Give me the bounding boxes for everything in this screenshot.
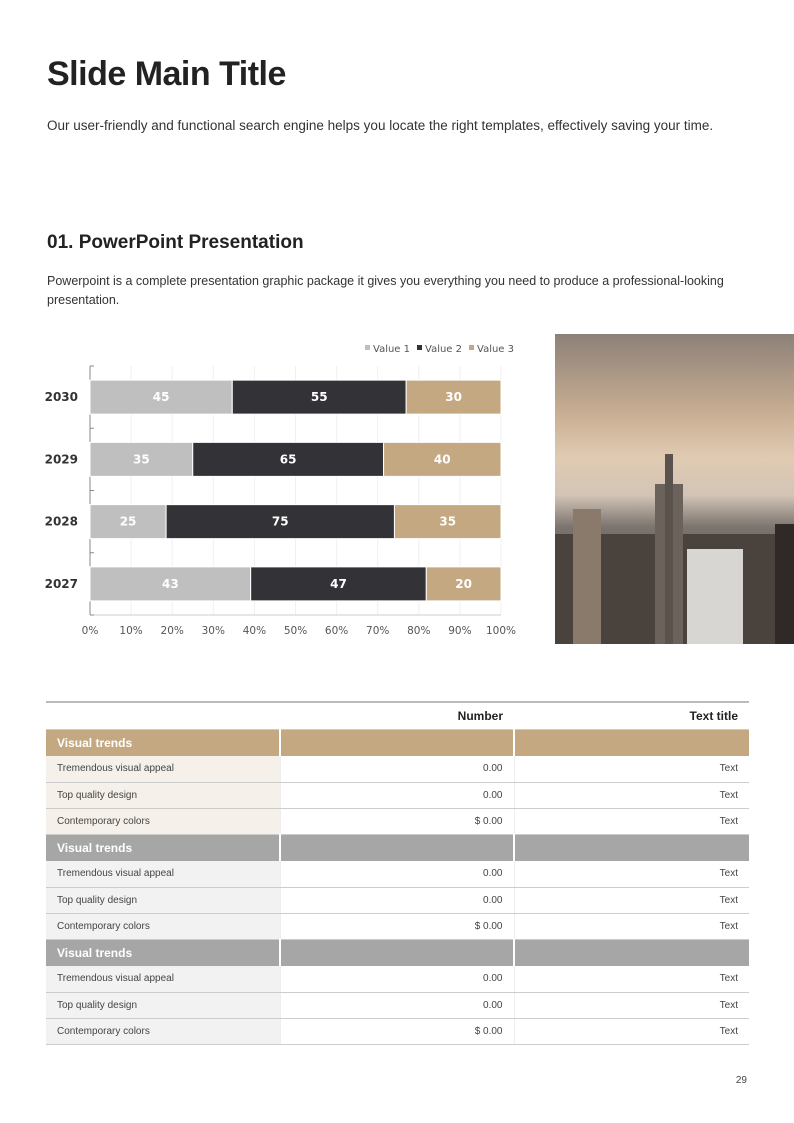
legend-swatch bbox=[469, 345, 474, 350]
table-cell: Top quality design bbox=[46, 992, 280, 1019]
table-cell: 0.00 bbox=[279, 861, 514, 888]
data-label: 30 bbox=[445, 390, 462, 404]
data-label: 35 bbox=[439, 515, 456, 529]
bar-segment-3 bbox=[405, 379, 502, 415]
legend-swatch bbox=[365, 345, 370, 350]
table-cell: $ 0.00 bbox=[279, 1018, 514, 1045]
data-label: 25 bbox=[120, 515, 137, 529]
table-row: Tremendous visual appeal 0.00 Text bbox=[46, 861, 749, 888]
table-cell: $ 0.00 bbox=[279, 913, 514, 940]
x-tick-label: 60% bbox=[325, 625, 348, 637]
page-subtitle: Our user-friendly and functional search … bbox=[47, 118, 714, 133]
table-cell: Text bbox=[513, 887, 749, 914]
bar-segment-2 bbox=[165, 504, 395, 540]
table-cell: 0.00 bbox=[279, 887, 514, 914]
table-cell: 0.00 bbox=[279, 992, 514, 1019]
y-tick-label: 2029 bbox=[45, 452, 78, 466]
data-label: 55 bbox=[311, 390, 328, 404]
header-blank bbox=[46, 701, 280, 730]
stacked-bar-chart: 2030 45 55 30 2029 35 65 40 2028 25 75 35 2027 43 47 20… bbox=[45, 344, 516, 637]
table-row: Tremendous visual appeal 0.00 Text bbox=[46, 756, 749, 783]
table-cell: Contemporary colors bbox=[46, 913, 280, 940]
table-cell: Contemporary colors bbox=[46, 808, 280, 835]
group-label: Visual trends bbox=[46, 939, 280, 966]
table-cell: Text bbox=[513, 966, 749, 993]
table-cell: Tremendous visual appeal bbox=[46, 966, 280, 993]
table-row: Contemporary colors $ 0.00 Text bbox=[46, 1018, 749, 1045]
x-tick-label: 50% bbox=[284, 625, 307, 637]
data-label: 45 bbox=[153, 390, 170, 404]
table-cell: 0.00 bbox=[279, 756, 514, 783]
table-cell: Tremendous visual appeal bbox=[46, 756, 280, 783]
table-cell: Top quality design bbox=[46, 782, 280, 809]
x-tick-label: 30% bbox=[202, 625, 225, 637]
header-number: Number bbox=[280, 701, 514, 730]
data-label: 47 bbox=[330, 577, 347, 591]
table-cell: Text bbox=[513, 913, 749, 940]
table-row: Top quality design 0.00 Text bbox=[46, 992, 749, 1019]
table-cell: Top quality design bbox=[46, 887, 280, 914]
y-tick-label: 2027 bbox=[45, 577, 78, 591]
data-label: 75 bbox=[272, 515, 289, 529]
group-label: Visual trends bbox=[46, 834, 280, 861]
table-cell: 0.00 bbox=[279, 782, 514, 809]
city-skyline-photo bbox=[555, 334, 794, 644]
bar-segment-1 bbox=[89, 566, 252, 602]
data-label: 20 bbox=[455, 577, 472, 591]
x-tick-label: 100% bbox=[486, 625, 516, 637]
page-title: Slide Main Title bbox=[47, 55, 286, 93]
header-text-title: Text title bbox=[514, 701, 749, 730]
data-table: Number Text title Visual trends Tremendou… bbox=[46, 701, 749, 1045]
page-number: 29 bbox=[735, 1075, 747, 1086]
y-tick-label: 2030 bbox=[45, 390, 78, 404]
x-tick-label: 70% bbox=[366, 625, 389, 637]
table-cell: Text bbox=[513, 782, 749, 809]
table-row: Top quality design 0.00 Text bbox=[46, 782, 749, 809]
x-tick-label: 40% bbox=[243, 625, 266, 637]
legend-label: Value 1 bbox=[373, 344, 410, 355]
table-cell: 0.00 bbox=[279, 966, 514, 993]
x-tick-label: 80% bbox=[407, 625, 430, 637]
bar-segment-2 bbox=[231, 379, 407, 415]
bar-segment-3 bbox=[393, 504, 502, 540]
group-header-row: Visual trends bbox=[46, 729, 749, 756]
table-row: Top quality design 0.00 Text bbox=[46, 887, 749, 914]
group-label: Visual trends bbox=[46, 729, 280, 756]
group-header-row: Visual trends bbox=[46, 834, 749, 861]
y-tick-label: 2028 bbox=[45, 515, 78, 529]
x-tick-label: 10% bbox=[119, 625, 142, 637]
section-title: 01. PowerPoint Presentation bbox=[47, 232, 304, 253]
data-label: 35 bbox=[133, 452, 150, 466]
x-tick-label: 90% bbox=[448, 625, 471, 637]
table-cell: Text bbox=[513, 992, 749, 1019]
bar-segment-1 bbox=[89, 441, 194, 477]
legend-swatch bbox=[417, 345, 422, 350]
section-text: Powerpoint is a complete presentation gr… bbox=[47, 274, 724, 307]
table-cell: Text bbox=[513, 808, 749, 835]
table-row: Contemporary colors $ 0.00 Text bbox=[46, 913, 749, 940]
legend-label: Value 2 bbox=[425, 344, 462, 355]
legend-label: Value 3 bbox=[477, 344, 514, 355]
group-header-row: Visual trends bbox=[46, 939, 749, 966]
bar-segment-3 bbox=[425, 566, 502, 602]
data-label: 65 bbox=[280, 452, 297, 466]
data-label: 40 bbox=[434, 452, 451, 466]
bar-segment-3 bbox=[383, 441, 502, 477]
x-tick-label: 0% bbox=[82, 625, 99, 637]
table-cell: $ 0.00 bbox=[279, 808, 514, 835]
table-row: Contemporary colors $ 0.00 Text bbox=[46, 808, 749, 835]
table-cell: Contemporary colors bbox=[46, 1018, 280, 1045]
table-cell: Text bbox=[513, 756, 749, 783]
table-cell: Text bbox=[513, 861, 749, 888]
table-cell: Tremendous visual appeal bbox=[46, 861, 280, 888]
table-cell: Text bbox=[513, 1018, 749, 1045]
table-row: Tremendous visual appeal 0.00 Text bbox=[46, 966, 749, 993]
x-tick-label: 20% bbox=[161, 625, 184, 637]
data-label: 43 bbox=[162, 577, 179, 591]
